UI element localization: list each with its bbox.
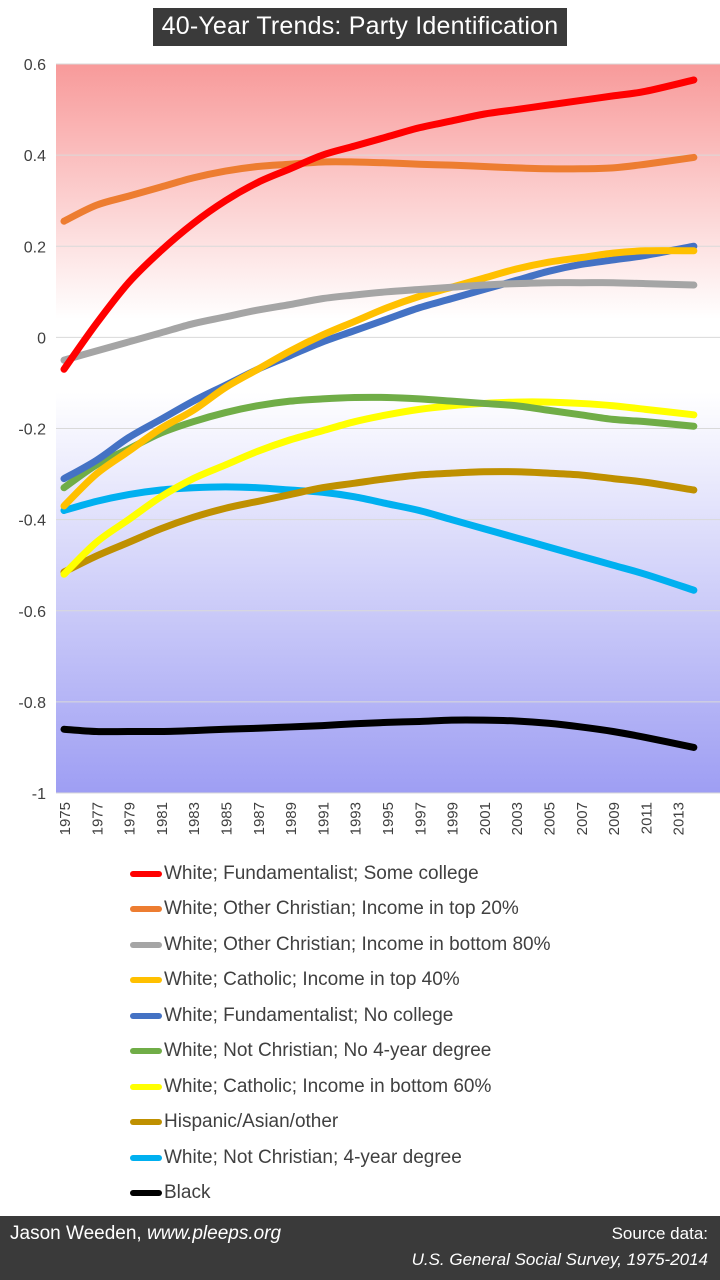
legend-label: White; Fundamentalist; Some college (164, 862, 479, 884)
series-lines (60, 76, 698, 751)
x-tick-label: 1985 (219, 802, 236, 835)
x-tick-label: 2003 (509, 802, 526, 835)
y-tick-label: -0.8 (18, 695, 46, 712)
x-tick-label: 1981 (154, 802, 171, 835)
legend-item: Black (130, 1176, 551, 1212)
legend-item: White; Fundamentalist; Some college (130, 856, 551, 892)
legend-label: White; Fundamentalist; No college (164, 1004, 454, 1026)
y-axis-labels: 0.6 0.4 0.2 0 -0.2 -0.4 -0.6 -0.8 -1 (18, 57, 46, 803)
legend-item: White; Other Christian; Income in top 20… (130, 892, 551, 928)
y-tick-label: 0.2 (24, 239, 46, 256)
x-tick-label: 2007 (574, 802, 591, 835)
series-line (60, 393, 698, 492)
footer-source: Source data: U.S. General Social Survey,… (412, 1221, 708, 1273)
y-tick-label: 0 (37, 330, 46, 347)
footer: Jason Weeden, www.pleeps.org Source data… (0, 1216, 720, 1280)
legend-swatch (130, 1190, 162, 1197)
legend-label: White; Not Christian; No 4-year degree (164, 1040, 492, 1062)
legend: White; Fundamentalist; Some college White… (130, 856, 551, 1211)
legend-item: White; Catholic; Income in bottom 60% (130, 1069, 551, 1105)
legend-swatch (130, 1154, 162, 1161)
footer-credit: Jason Weeden, www.pleeps.org (10, 1223, 281, 1245)
x-tick-label: 1975 (57, 802, 74, 835)
title-container: 40-Year Trends: Party Identification (0, 8, 720, 46)
x-tick-label: 1979 (122, 802, 139, 835)
legend-item: White; Not Christian; 4-year degree (130, 1140, 551, 1176)
y-tick-label: 0.4 (24, 148, 46, 165)
site-link[interactable]: www.pleeps.org (146, 1223, 282, 1244)
x-tick-label: 2009 (606, 802, 623, 835)
x-tick-label: 1977 (89, 802, 106, 835)
legend-swatch (130, 870, 162, 877)
legend-label: White; Not Christian; 4-year degree (164, 1146, 462, 1168)
legend-swatch (130, 1083, 162, 1090)
x-tick-label: 1999 (445, 802, 462, 835)
x-tick-label: 2001 (477, 802, 494, 835)
series-line (60, 76, 698, 373)
series-line (60, 716, 698, 751)
x-axis-labels: 1975 1977 1979 1981 1983 1985 1987 1989 1991 1993… (57, 802, 688, 835)
legend-item: White; Catholic; Income in top 40% (130, 963, 551, 999)
chart-title: 40-Year Trends: Party Identification (152, 8, 568, 46)
source-name: U.S. General Social Survey, 1975-2014 (411, 1250, 708, 1269)
source-label: Source data: (611, 1224, 708, 1243)
legend-swatch (130, 1119, 162, 1126)
x-tick-label: 1993 (348, 802, 365, 835)
legend-label: White; Other Christian; Income in bottom… (164, 933, 551, 955)
legend-swatch (130, 977, 162, 984)
legend-label: White; Catholic; Income in top 40% (164, 969, 460, 991)
x-tick-label: 2013 (671, 802, 688, 835)
x-tick-label: 1995 (380, 802, 397, 835)
author-name: Jason Weeden, (10, 1223, 147, 1244)
y-tick-label: -1 (32, 786, 46, 803)
series-line (60, 247, 698, 510)
x-tick-label: 2005 (542, 802, 559, 835)
legend-label: Black (164, 1182, 211, 1204)
legend-label: White; Catholic; Income in bottom 60% (164, 1075, 492, 1097)
y-tick-label: 0.6 (24, 57, 46, 74)
x-tick-label: 1987 (251, 802, 268, 835)
legend-item: Hispanic/Asian/other (130, 1105, 551, 1141)
y-tick-label: -0.2 (18, 422, 46, 439)
legend-swatch (130, 941, 162, 948)
series-line (60, 483, 698, 594)
x-tick-label: 2011 (638, 802, 655, 834)
series-line (60, 398, 698, 578)
x-tick-label: 1991 (315, 802, 332, 835)
line-chart: 0.60.40.20-0.2-0.4-0.6-0.8-1 1975 1977 197… (18, 57, 720, 835)
series-line (60, 242, 698, 483)
y-tick-label: -0.6 (18, 604, 46, 621)
legend-item: White; Not Christian; No 4-year degree (130, 1034, 551, 1070)
legend-swatch (130, 1012, 162, 1019)
series-line (60, 468, 698, 576)
x-tick-label: 1989 (283, 802, 300, 835)
y-tick-label: -0.4 (18, 513, 46, 530)
series-line (60, 279, 698, 364)
legend-swatch (130, 1048, 162, 1055)
x-tick-label: 1997 (412, 802, 429, 835)
legend-label: Hispanic/Asian/other (164, 1111, 339, 1133)
legend-label: White; Other Christian; Income in top 20… (164, 898, 519, 920)
series-line (60, 153, 698, 225)
legend-item: White; Fundamentalist; No college (130, 998, 551, 1034)
legend-item: White; Other Christian; Income in bottom… (130, 927, 551, 963)
legend-swatch (130, 906, 162, 913)
x-tick-label: 1983 (186, 802, 203, 835)
